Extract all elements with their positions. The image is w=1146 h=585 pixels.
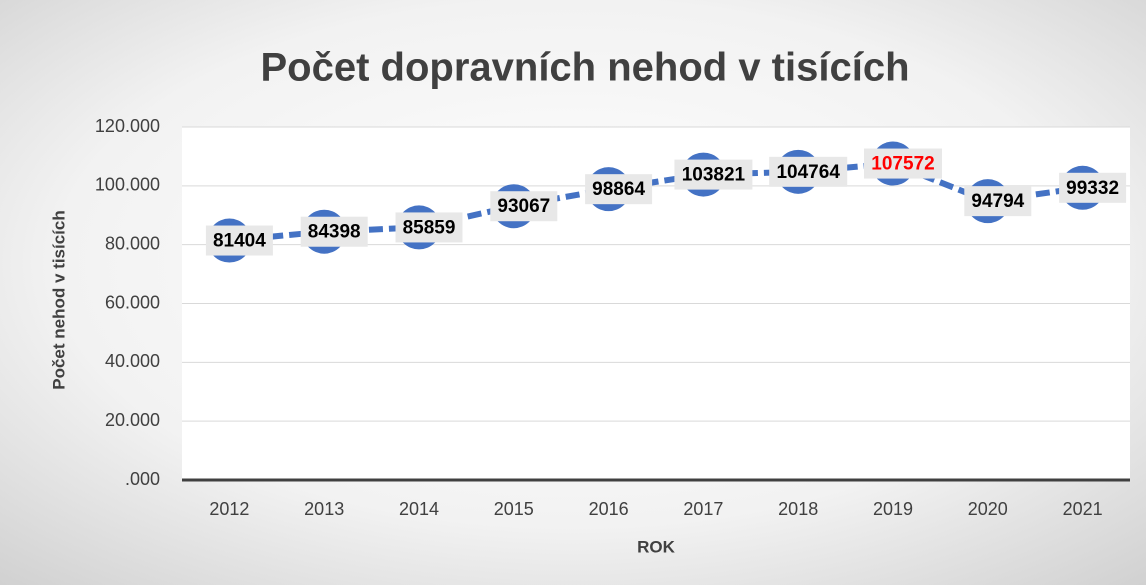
- x-tick-label: 2015: [494, 499, 534, 519]
- data-label-text: 84398: [308, 222, 361, 243]
- data-label: 93067: [490, 191, 558, 222]
- x-tick-label: 2021: [1063, 499, 1103, 519]
- x-tick-label: 2019: [873, 499, 913, 519]
- y-tick-label: 60.000: [105, 292, 160, 312]
- data-label: 84398: [300, 216, 368, 247]
- data-label: 103821: [674, 159, 753, 190]
- x-tick-label: 2018: [778, 499, 818, 519]
- data-label-box: [300, 216, 368, 247]
- data-label: 94794: [964, 186, 1032, 217]
- x-tick-label: 2013: [304, 499, 344, 519]
- y-tick-label: .000: [125, 469, 160, 489]
- x-tick-label: 2014: [399, 499, 439, 519]
- x-tick-label: 2020: [968, 499, 1008, 519]
- chart-title: Počet dopravních nehod v tisících: [260, 46, 909, 90]
- data-label-box: [1059, 172, 1127, 203]
- data-label-box: [205, 225, 273, 256]
- series-line: [229, 160, 1084, 244]
- data-label-box: [395, 212, 463, 243]
- data-label-text: 94794: [971, 191, 1024, 212]
- data-label-box: [864, 148, 942, 179]
- x-tick-label: 2012: [209, 499, 249, 519]
- data-label-text: 85859: [403, 217, 456, 238]
- data-label-box: [964, 186, 1032, 217]
- data-label-text: 98864: [592, 179, 645, 200]
- data-label-box: [585, 174, 653, 205]
- x-axis-title: ROK: [637, 537, 676, 556]
- y-tick-label: 20.000: [105, 410, 160, 430]
- data-label-text: 103821: [682, 165, 746, 186]
- data-label: 107572: [864, 148, 942, 179]
- data-label-box: [490, 191, 558, 222]
- data-label: 104764: [769, 156, 848, 187]
- y-tick-label: 120.000: [95, 116, 160, 136]
- data-label: 85859: [395, 212, 463, 243]
- data-label: 98864: [585, 174, 653, 205]
- data-label-text: 104764: [776, 162, 840, 183]
- y-axis-title: Počet nehod v tisících: [49, 210, 68, 390]
- x-tick-label: 2016: [589, 499, 629, 519]
- x-tick-label: 2017: [683, 499, 723, 519]
- y-tick-label: 100.000: [95, 175, 160, 195]
- data-label-box: [674, 159, 753, 190]
- data-label-text: 81404: [213, 231, 266, 252]
- data-label-box: [769, 156, 848, 187]
- data-label: 99332: [1059, 172, 1127, 203]
- data-label: 81404: [205, 225, 273, 256]
- data-label-text: 99332: [1066, 178, 1119, 199]
- data-label-text: 107572: [871, 154, 934, 175]
- y-tick-label: 80.000: [105, 233, 160, 253]
- y-tick-label: 40.000: [105, 351, 160, 371]
- data-label-text: 93067: [497, 196, 550, 217]
